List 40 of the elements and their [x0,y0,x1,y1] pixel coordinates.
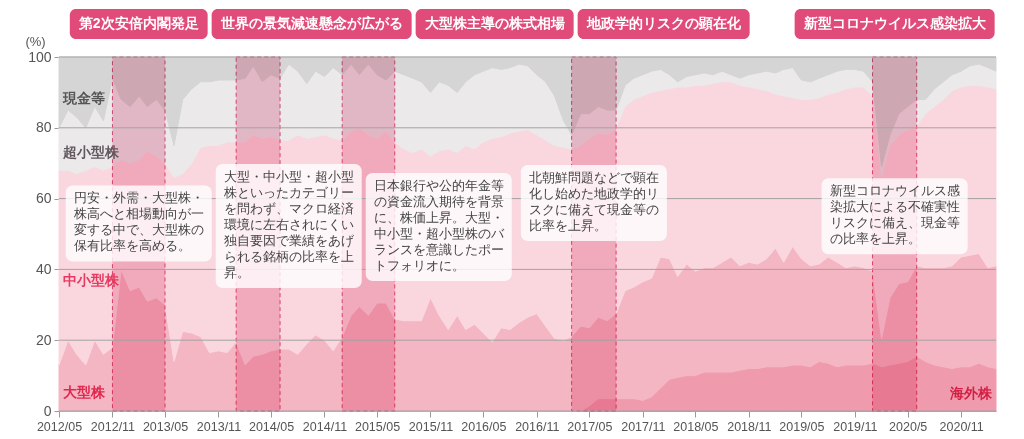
band-label: 地政学的リスクの顕在化 [585,15,742,31]
band-label: 大型株主導の株式相場 [424,15,565,31]
y-axis-title: (%) [25,33,46,49]
y-tick-label: 60 [35,190,52,207]
y-tick-label: 20 [35,331,52,348]
x-tick-label: 2012/05 [36,419,83,434]
y-tick-label: 40 [35,260,52,277]
x-tick-label: 2018/05 [673,419,719,434]
x-tick-label: 2017/11 [621,419,666,434]
series-label: 海外株 [949,385,993,402]
x-tick-label: 2017/05 [567,419,613,434]
x-tick-label: 2019/05 [779,419,825,434]
y-tick-label: 0 [43,402,52,419]
series-label: 中小型株 [63,272,120,289]
y-tick-label: 100 [28,48,52,65]
annotation: 円安・外需・大型株・株高へと相場動向が一変する中で、大型株の保有比率を高める。 [72,190,204,254]
x-tick-label: 2016/11 [515,419,560,434]
annotation: 北朝鮮問題などで顕在化し始めた地政学的リスクに備えて現金等の比率を上昇。 [528,170,659,234]
x-tick-label: 2016/05 [461,419,507,434]
series-label: 大型株 [63,383,106,400]
x-tick-label: 2012/11 [90,419,136,434]
y-tick-label: 80 [35,119,52,136]
x-tick-label: 2013/05 [142,419,189,434]
x-tick-label: 2019/11 [833,419,878,434]
band-label: 新型コロナウイルス感染拡大 [802,15,987,31]
x-tick-label: 2018/11 [727,419,772,434]
x-tick-label: 2015/05 [354,419,401,434]
annotation: 新型コロナウイルス感染拡大による不確実性リスクに備え、現金等の比率を上昇。 [829,183,960,247]
band-label: 第2次安倍内閣発足 [77,15,199,31]
x-tick-label: 2014/05 [248,419,295,434]
series-label: 現金等 [62,90,105,107]
series-label: 超小型株 [62,144,120,161]
annotation: 大型・中小型・超小型株といったカテゴリーを問わず、マクロ経済環境に左右されにくい独自要因で業績をあげられる銘柄の比率を上昇。 [222,169,355,281]
x-tick-label: 2013/11 [196,419,242,434]
x-tick-label: 2015/11 [408,419,454,434]
x-tick-label: 2014/11 [302,419,348,434]
band-label: 世界の景気減速懸念が広がる [219,15,403,31]
x-tick-label: 2020/11 [939,419,984,434]
x-tick-label: 2020/5 [889,419,928,434]
annotation: 日本銀行や公的年金等の資金流入期待を背景に、株価上昇。大型・中小型・超小型株のバランスを意識したポートフォリオに。 [373,177,505,273]
